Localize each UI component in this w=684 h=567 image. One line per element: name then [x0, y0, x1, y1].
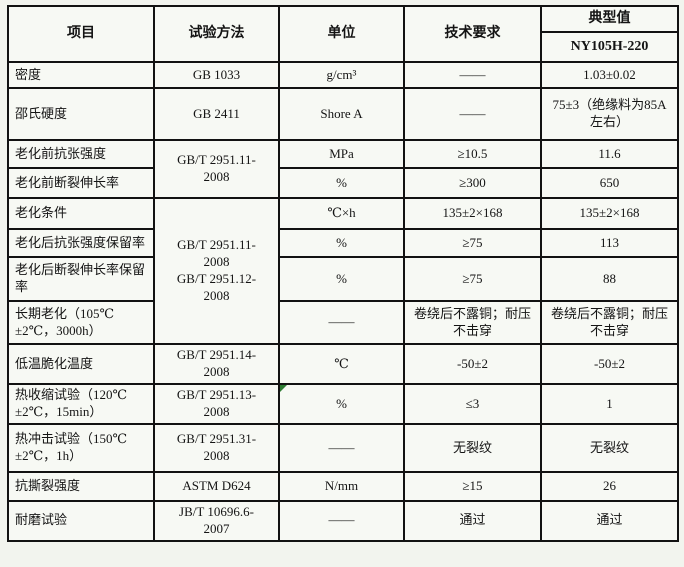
typical-cell: 88 [540, 256, 679, 302]
method-cell: JB/T 10696.6- 2007 [153, 500, 280, 542]
requirement-cell: —— [403, 61, 542, 89]
requirement-cell: 无裂纹 [403, 423, 542, 473]
unit-cell: % [278, 256, 405, 302]
header-requirement: 技术要求 [403, 5, 542, 63]
typical-cell: 650 [540, 167, 679, 199]
method-cell: ASTM D624 [153, 471, 280, 502]
requirement-cell: 135±2×168 [403, 197, 542, 230]
item-cell: 老化后抗张强度保留率 [7, 228, 155, 258]
requirement-cell: —— [403, 87, 542, 141]
requirement-cell: 卷绕后不露铜；耐压不击穿 [403, 300, 542, 345]
unit-cell: —— [278, 500, 405, 542]
requirement-cell: ≤3 [403, 383, 542, 425]
method-cell: GB 1033 [153, 61, 280, 89]
table-row: 低温脆化温度 GB/T 2951.14- 2008 ℃ -50±2 -50±2 [7, 343, 679, 385]
unit-cell: g/cm³ [278, 61, 405, 89]
item-cell: 长期老化（105℃±2℃，3000h） [7, 300, 155, 345]
item-cell: 老化条件 [7, 197, 155, 230]
unit-text: % [336, 395, 347, 411]
header-method: 试验方法 [153, 5, 280, 63]
requirement-cell: 通过 [403, 500, 542, 542]
header-row-2: NY105H-220 [8, 31, 679, 63]
item-cell: 老化后断裂伸长率保留率 [7, 256, 155, 302]
item-cell: 热收缩试验（120℃±2℃，15min） [7, 383, 155, 425]
unit-cell: ℃ [278, 343, 405, 385]
table-row: 老化后断裂伸长率保留率 % ≥75 88 [7, 256, 679, 302]
method-cell: GB/T 2951.11- 2008 GB/T 2951.12- 2008 [153, 197, 280, 345]
method-cell: GB/T 2951.11- 2008 [153, 139, 280, 199]
table-row: 老化条件 GB/T 2951.11- 2008 GB/T 2951.12- 20… [7, 197, 679, 345]
typical-cell: -50±2 [540, 343, 679, 385]
requirement-cell: ≥300 [403, 167, 542, 199]
unit-cell: MPa [278, 139, 405, 169]
method-cell: GB/T 2951.31- 2008 [153, 423, 280, 473]
typical-cell: 11.6 [540, 139, 679, 169]
item-cell: 老化前断裂伸长率 [7, 167, 155, 199]
item-cell: 邵氏硬度 [7, 87, 155, 141]
header-row-1: 项目 试验方法 单位 技术要求 典型值 [7, 5, 679, 63]
item-cell: 热冲击试验（150℃±2℃，1h） [7, 423, 155, 473]
table-row: 老化后抗张强度保留率 % ≥75 113 [7, 228, 679, 258]
typical-cell: 通过 [540, 500, 679, 542]
typical-cell: 26 [540, 471, 679, 502]
item-cell: 耐磨试验 [7, 500, 155, 542]
table-row: 耐磨试验 JB/T 10696.6- 2007 —— 通过 通过 [7, 500, 679, 542]
method-cell: GB/T 2951.13- 2008 [153, 383, 280, 425]
item-cell: 抗撕裂强度 [7, 471, 155, 502]
table-row: 老化前断裂伸长率 % ≥300 650 [7, 167, 679, 199]
typical-cell: 113 [540, 228, 679, 258]
unit-cell: Shore A [278, 87, 405, 141]
header-typical-group: 典型值 [540, 5, 679, 33]
unit-cell: N/mm [278, 471, 405, 502]
header-typical-model: NY105H-220 [540, 31, 679, 63]
typical-cell: 75±3（绝缘料为85A左右） [540, 87, 679, 141]
unit-cell: % [278, 167, 405, 199]
requirement-cell: ≥75 [403, 256, 542, 302]
typical-cell: 卷绕后不露铜；耐压不击穿 [540, 300, 679, 345]
material-spec-table: 项目 试验方法 单位 技术要求 典型值 NY105H-220 密度 GB 103… [7, 5, 679, 542]
unit-cell: —— [278, 300, 405, 345]
method-cell: GB/T 2951.14- 2008 [153, 343, 280, 385]
typical-cell: 135±2×168 [540, 197, 679, 230]
table-row: 老化前抗张强度 GB/T 2951.11- 2008 MPa ≥10.5 11.… [7, 139, 679, 199]
requirement-cell: ≥10.5 [403, 139, 542, 169]
unit-cell: % [278, 228, 405, 258]
unit-cell: % [278, 383, 405, 425]
header-unit: 单位 [278, 5, 405, 63]
table-row: 密度 GB 1033 g/cm³ —— 1.03±0.02 [7, 61, 679, 89]
unit-cell: —— [278, 423, 405, 473]
table-row: 长期老化（105℃±2℃，3000h） —— 卷绕后不露铜；耐压不击穿 卷绕后不… [7, 300, 679, 345]
header-item: 项目 [7, 5, 155, 63]
table-row: 抗撕裂强度 ASTM D624 N/mm ≥15 26 [7, 471, 679, 502]
table-row: 热冲击试验（150℃±2℃，1h） GB/T 2951.31- 2008 —— … [7, 423, 679, 473]
requirement-cell: -50±2 [403, 343, 542, 385]
typical-cell: 1 [540, 383, 679, 425]
typical-cell: 1.03±0.02 [540, 61, 679, 89]
unit-cell: ℃×h [278, 197, 405, 230]
table-row: 邵氏硬度 GB 2411 Shore A —— 75±3（绝缘料为85A左右） [7, 87, 679, 141]
requirement-cell: ≥15 [403, 471, 542, 502]
method-cell: GB 2411 [153, 87, 280, 141]
item-cell: 低温脆化温度 [7, 343, 155, 385]
table-row: 热收缩试验（120℃±2℃，15min） GB/T 2951.13- 2008 … [7, 383, 679, 425]
item-cell: 密度 [7, 61, 155, 89]
requirement-cell: ≥75 [403, 228, 542, 258]
typical-cell: 无裂纹 [540, 423, 679, 473]
item-cell: 老化前抗张强度 [7, 139, 155, 169]
cell-corner-marker [281, 386, 287, 392]
